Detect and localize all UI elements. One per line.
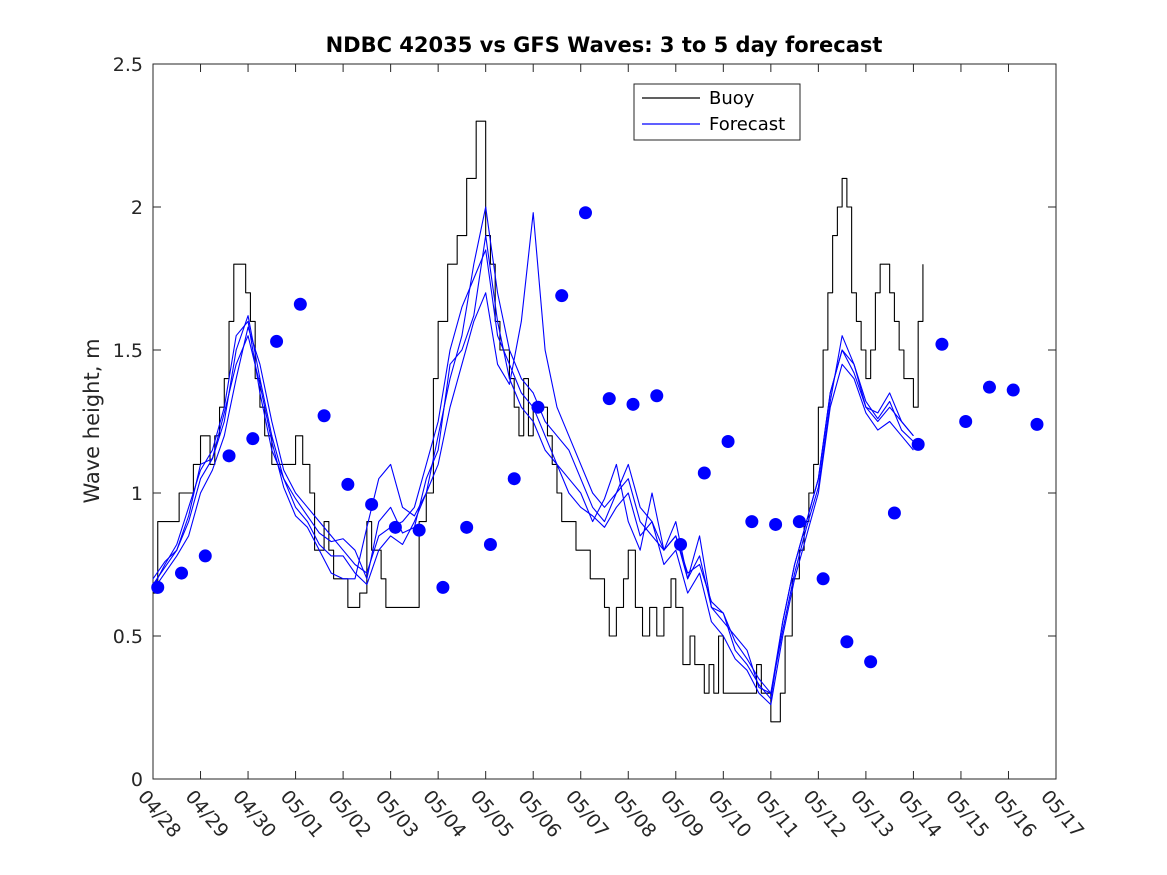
forecast-point bbox=[650, 389, 664, 403]
y-axis-label: Wave height, m bbox=[80, 338, 104, 503]
forecast-point bbox=[1006, 383, 1020, 397]
forecast-point bbox=[388, 520, 402, 534]
forecast-point bbox=[293, 297, 307, 311]
forecast-point bbox=[959, 415, 973, 428]
forecast-point bbox=[840, 635, 854, 649]
y-tick-label: 2.5 bbox=[113, 54, 143, 76]
forecast-point bbox=[697, 466, 711, 480]
forecast-point bbox=[270, 334, 284, 348]
legend-label-buoy: Buoy bbox=[709, 88, 755, 109]
forecast-point bbox=[792, 515, 806, 529]
forecast-point bbox=[935, 337, 949, 351]
forecast-point bbox=[555, 289, 569, 303]
forecast-point bbox=[745, 515, 759, 529]
legend-label-forecast: Forecast bbox=[709, 114, 785, 135]
forecast-point bbox=[982, 380, 996, 394]
forecast-line bbox=[152, 212, 914, 700]
y-tick-label: 1.5 bbox=[113, 340, 143, 362]
forecast-point bbox=[721, 435, 735, 449]
forecast-point bbox=[887, 506, 901, 520]
forecast-point bbox=[222, 449, 236, 463]
axes-box bbox=[152, 63, 1057, 780]
forecast-point bbox=[175, 566, 189, 580]
forecast-point bbox=[436, 580, 450, 594]
forecast-point bbox=[674, 537, 688, 551]
y-tick-label: 0 bbox=[131, 769, 143, 791]
forecast-point bbox=[864, 655, 878, 669]
forecast-point bbox=[412, 523, 426, 537]
forecast-point bbox=[911, 437, 925, 451]
forecast-point bbox=[507, 472, 521, 486]
forecast-point bbox=[365, 497, 379, 511]
chart-title: NDBC 42035 vs GFS Waves: 3 to 5 day fore… bbox=[326, 33, 883, 57]
forecast-line bbox=[152, 206, 914, 694]
y-tick-label: 2 bbox=[131, 197, 143, 219]
forecast-point bbox=[1030, 417, 1044, 431]
forecast-point bbox=[602, 392, 616, 406]
forecast-point bbox=[198, 549, 212, 563]
legend: Buoy Forecast bbox=[633, 83, 801, 141]
forecast-point bbox=[531, 400, 545, 414]
forecast-point bbox=[769, 517, 783, 531]
y-tick-label: 1 bbox=[131, 483, 143, 505]
legend-box bbox=[633, 83, 801, 141]
forecast-point bbox=[341, 477, 355, 491]
forecast-point bbox=[317, 409, 331, 423]
forecast-point bbox=[626, 397, 640, 411]
y-tick-label: 0.5 bbox=[113, 626, 143, 648]
forecast-point bbox=[816, 572, 830, 586]
forecast-point bbox=[483, 537, 497, 551]
forecast-point bbox=[460, 520, 474, 534]
forecast-point bbox=[151, 580, 165, 594]
buoy-line bbox=[153, 120, 924, 723]
forecast-point bbox=[246, 432, 260, 446]
forecast-point bbox=[578, 206, 592, 220]
